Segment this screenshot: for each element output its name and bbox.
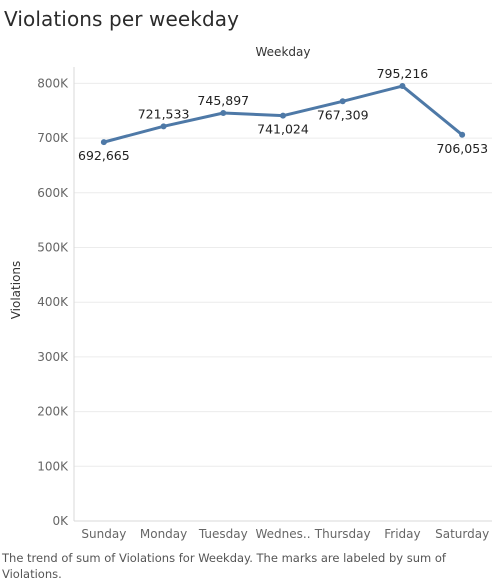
data-label: 795,216 [377, 66, 429, 81]
x-tick-label: Wednes.. [255, 527, 310, 541]
x-tick-label: Saturday [435, 527, 489, 541]
x-tick-label: Tuesday [198, 527, 248, 541]
data-label: 741,024 [257, 122, 309, 137]
data-label: 706,053 [436, 141, 488, 156]
data-point[interactable] [220, 110, 227, 117]
data-point[interactable] [100, 139, 107, 146]
x-tick-label: Friday [384, 527, 420, 541]
y-tick-label: 0K [52, 514, 69, 528]
x-axis-ticks: Sunday Monday Tuesday Wednes.. Thursday Frida… [81, 527, 489, 541]
data-label: 721,533 [138, 106, 190, 121]
chart-title: Violations per weekday [4, 7, 240, 31]
y-tick-label: 800K [37, 76, 69, 90]
y-tick-label: 200K [37, 405, 69, 419]
line-chart: 0K 100K 200K 300K 400K 500K 600K 700K 800K Sunda… [37, 66, 492, 541]
y-tick-label: 700K [37, 131, 69, 145]
y-tick-label: 500K [37, 241, 69, 255]
y-axis-ticks: 0K 100K 200K 300K 400K 500K 600K 700K 800K [37, 76, 69, 528]
x-tick-label: Monday [140, 527, 187, 541]
data-point[interactable] [339, 98, 346, 105]
y-tick-label: 300K [37, 350, 69, 364]
x-axis-title: Weekday [255, 45, 311, 59]
grid [73, 67, 492, 522]
y-tick-label: 100K [37, 459, 69, 473]
data-point[interactable] [459, 131, 466, 138]
data-point[interactable] [160, 123, 167, 130]
data-point[interactable] [280, 112, 286, 119]
x-tick-label: Sunday [81, 527, 126, 541]
data-label: 745,897 [197, 93, 249, 108]
data-points [100, 83, 466, 146]
data-labels: 692,665 721,533 745,897 741,024 767,309 795,2… [78, 66, 488, 163]
x-tick-label: Thursday [314, 527, 371, 541]
y-tick-label: 600K [37, 186, 69, 200]
data-label: 692,665 [78, 148, 130, 163]
chart-caption: The trend of sum of Violations for Weekd… [2, 551, 446, 581]
data-point[interactable] [399, 83, 406, 90]
data-label: 767,309 [317, 107, 369, 122]
y-tick-label: 400K [37, 295, 69, 309]
